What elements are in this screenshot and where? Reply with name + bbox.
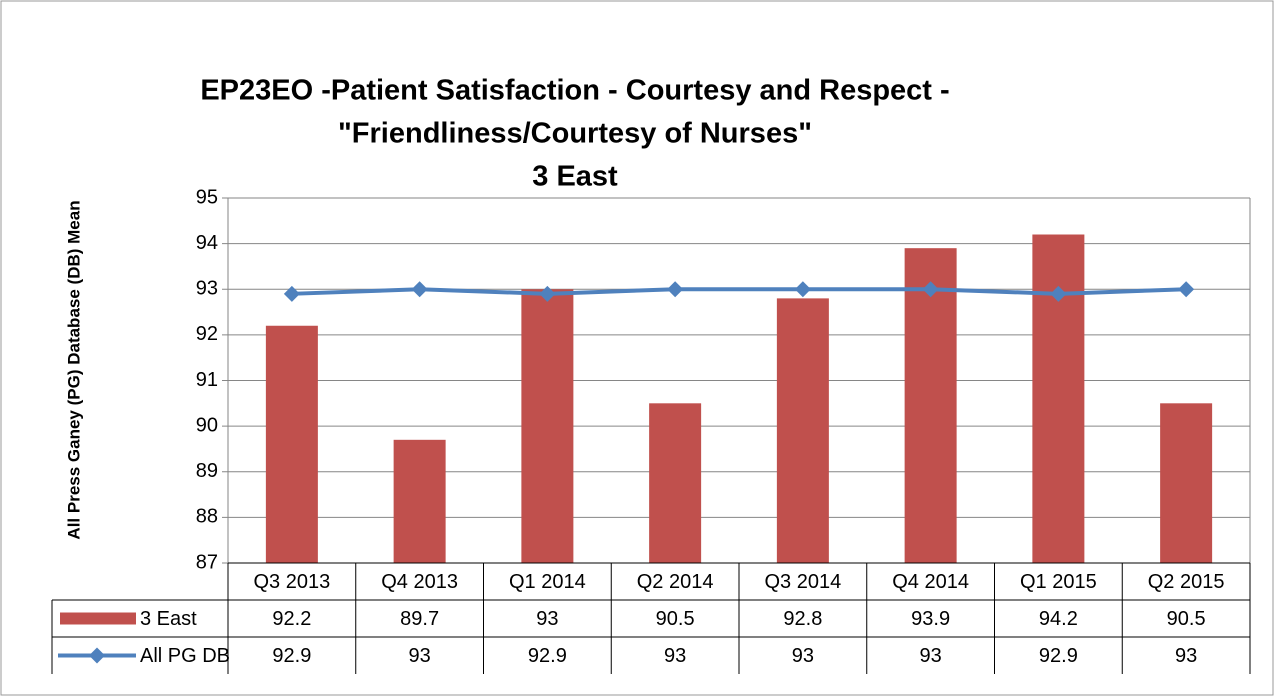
line-marker <box>794 281 811 298</box>
y-tick-label: 90 <box>196 414 218 436</box>
table-value: 92.9 <box>272 645 311 667</box>
x-tick-label: Q2 2014 <box>637 571 714 593</box>
bar <box>649 403 702 563</box>
table-value: 92.9 <box>528 645 567 667</box>
line-marker <box>922 281 939 298</box>
table-value: 93 <box>792 645 814 667</box>
table-value: 93 <box>664 645 686 667</box>
bar <box>265 325 318 563</box>
legend-marker <box>89 647 105 664</box>
x-tick-label: Q4 2014 <box>892 571 969 593</box>
y-axis-title: All Press Ganey (PG) Database (DB) Mean <box>64 200 83 539</box>
bar <box>393 439 446 563</box>
x-tick-label: Q3 2013 <box>254 571 331 593</box>
table-value: 92.8 <box>783 608 822 630</box>
table-value: 90.5 <box>656 608 695 630</box>
line-marker <box>667 281 684 298</box>
chart-title: EP23EO -Patient Satisfaction - Courtesy … <box>200 75 949 107</box>
bar <box>521 289 574 563</box>
table-value: 93 <box>536 608 558 630</box>
table-value: 93 <box>409 645 431 667</box>
y-tick-label: 92 <box>196 323 218 345</box>
y-tick-label: 87 <box>196 551 218 573</box>
table-value: 94.2 <box>1039 608 1078 630</box>
legend-label: All PG DB <box>140 645 230 667</box>
x-tick-label: Q3 2014 <box>765 571 842 593</box>
bar <box>904 248 957 563</box>
x-tick-label: Q1 2015 <box>1020 571 1097 593</box>
bar <box>1032 234 1085 563</box>
line-marker <box>1178 281 1195 298</box>
line-marker <box>283 285 300 302</box>
legend-label: 3 East <box>140 608 197 630</box>
chart-title: "Friendliness/Courtesy of Nurses" <box>338 118 812 150</box>
table-value: 92.9 <box>1039 645 1078 667</box>
x-tick-label: Q2 2015 <box>1148 571 1225 593</box>
y-tick-label: 93 <box>196 278 218 300</box>
x-tick-label: Q4 2013 <box>381 571 458 593</box>
line-marker <box>1050 285 1067 302</box>
table-value: 90.5 <box>1167 608 1206 630</box>
table-value: 92.2 <box>272 608 311 630</box>
y-tick-label: 94 <box>196 232 218 254</box>
bar <box>1160 403 1213 563</box>
y-tick-label: 91 <box>196 369 218 391</box>
table-value: 89.7 <box>400 608 439 630</box>
table-value: 93 <box>920 645 942 667</box>
table-value: 93.9 <box>911 608 950 630</box>
line-marker <box>539 285 556 302</box>
x-tick-label: Q1 2014 <box>509 571 586 593</box>
legend-swatch <box>60 612 136 625</box>
chart-title: 3 East <box>532 161 618 193</box>
bar <box>776 298 829 563</box>
line-marker <box>411 281 428 298</box>
y-tick-label: 95 <box>196 186 218 208</box>
line <box>291 287 1187 296</box>
y-tick-label: 89 <box>196 460 218 482</box>
y-tick-label: 88 <box>196 506 218 528</box>
table-value: 93 <box>1175 645 1197 667</box>
